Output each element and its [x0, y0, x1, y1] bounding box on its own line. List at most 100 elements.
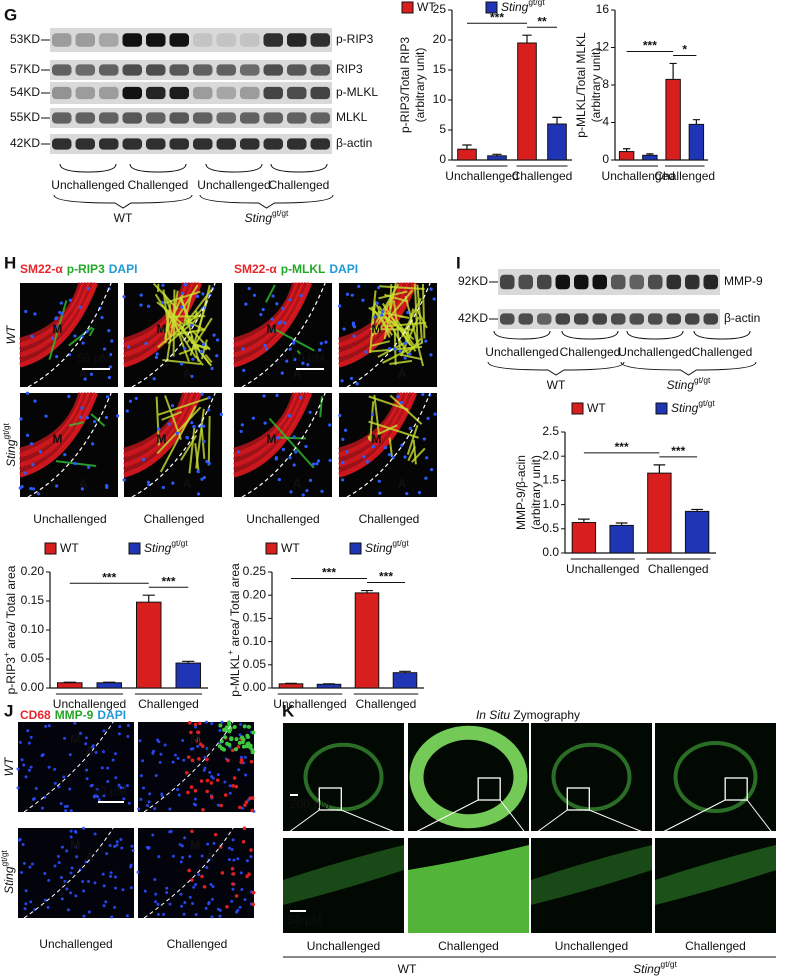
nucleus [426, 416, 430, 421]
tissue-fiber [123, 392, 191, 458]
nucleus [299, 293, 303, 298]
nucleus [18, 740, 22, 744]
text-part: WT [587, 401, 606, 415]
signal [381, 341, 424, 364]
image-label: A [293, 367, 302, 381]
nucleus [57, 785, 61, 789]
nucleus [196, 744, 200, 748]
signal [413, 283, 419, 342]
blot-band [99, 138, 119, 150]
nucleus [243, 755, 247, 759]
nucleus [157, 855, 161, 859]
image-label: M [190, 838, 200, 852]
nucleus [216, 773, 220, 777]
nucleus [168, 807, 172, 811]
legend-label: Stinggt/gt [365, 538, 409, 555]
nucleus [27, 741, 31, 745]
nucleus [205, 459, 209, 464]
nucleus [190, 374, 194, 378]
nucleus [43, 898, 47, 902]
nucleus [421, 392, 425, 397]
nucleus [192, 425, 196, 429]
nucleus [429, 353, 433, 357]
nucleus [97, 798, 101, 802]
nucleus [41, 806, 45, 810]
boundary [23, 827, 114, 919]
tissue-fiber [338, 282, 409, 353]
nucleus [259, 312, 263, 317]
bar [136, 601, 162, 689]
cd68-cell [238, 805, 242, 810]
protein-label: β-actin [336, 136, 372, 150]
nucleus [59, 802, 63, 806]
nucleus [231, 887, 235, 891]
protein-label: p-MLKL [336, 85, 378, 99]
nucleus [311, 462, 316, 466]
signal [410, 447, 426, 463]
cd68-cell [231, 872, 236, 876]
nucleus [218, 908, 222, 912]
nucleus [119, 837, 123, 841]
tissue-fiber [19, 282, 96, 363]
blot-band [216, 112, 236, 124]
nucleus [24, 309, 28, 314]
nucleus [84, 742, 88, 746]
bar [354, 592, 380, 689]
cd68-cell [250, 796, 255, 800]
significance: *** [643, 39, 657, 53]
bar [684, 510, 710, 554]
nucleus [82, 914, 86, 918]
nucleus [320, 489, 324, 493]
nucleus [100, 766, 104, 770]
text-part: gt/gt [694, 375, 711, 385]
blot-band [75, 86, 95, 100]
nucleus [212, 841, 216, 845]
nucleus [127, 801, 131, 805]
cd68-cell [196, 738, 201, 743]
nucleus [202, 475, 206, 480]
nucleus [192, 885, 196, 889]
genotype-label: WT [547, 378, 566, 392]
signal [90, 413, 106, 427]
error-bar [399, 670, 411, 673]
signal [399, 316, 420, 357]
blot-band [263, 138, 283, 150]
text-part: Sting [633, 962, 661, 976]
nucleus [239, 755, 243, 759]
signal [367, 435, 371, 440]
nucleus [148, 792, 152, 796]
image-label: A [398, 367, 407, 381]
nucleus [108, 365, 112, 369]
nucleus [210, 897, 214, 901]
text-part: area/ Total area [4, 565, 18, 652]
blot-band [52, 64, 72, 76]
nucleus [378, 491, 382, 495]
y-axis-label: p-MLKL/Total MLKL [574, 32, 588, 138]
column-label: Unchallenged [39, 937, 112, 951]
kd-label: 57KD [10, 62, 40, 76]
signal [377, 424, 398, 436]
blot-band [555, 313, 570, 325]
mmp9-signal [245, 733, 250, 738]
column-label: Challenged [438, 939, 499, 953]
nucleus [102, 884, 106, 888]
nucleus [275, 393, 279, 397]
nucleus [147, 800, 151, 804]
nucleus [191, 901, 195, 905]
aorta-ring [551, 742, 632, 812]
signal [204, 354, 213, 364]
nucleus [210, 775, 214, 779]
nucleus [32, 797, 36, 801]
nucleus [236, 857, 240, 861]
text-part: gt/gt [528, 0, 545, 7]
blot-band [216, 86, 236, 100]
nucleus [102, 750, 106, 754]
scale-label: 50 μM [288, 913, 322, 927]
mmp9-signal [246, 724, 251, 729]
text-part: Sting [2, 866, 16, 894]
nucleus [301, 361, 305, 365]
nucleus [153, 807, 157, 811]
nucleus [324, 340, 328, 344]
nucleus [376, 286, 381, 290]
brace [199, 194, 334, 209]
